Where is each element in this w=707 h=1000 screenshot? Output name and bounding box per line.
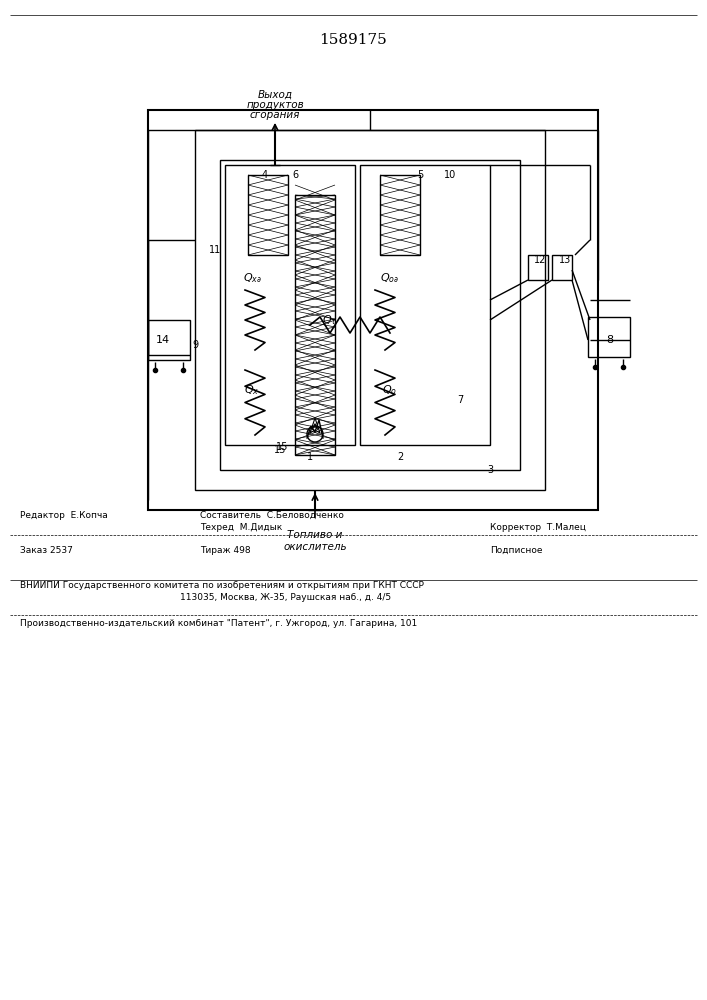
Text: 1589175: 1589175 <box>319 33 387 47</box>
Bar <box>148 110 598 510</box>
Text: $Q_o$: $Q_o$ <box>382 383 397 397</box>
Bar <box>528 255 548 280</box>
Text: Производственно-издательский комбинат "Патент", г. Ужгород, ул. Гагарина, 101: Производственно-издательский комбинат "П… <box>20 619 417 628</box>
Text: 1: 1 <box>307 452 313 462</box>
Text: 8: 8 <box>607 335 614 345</box>
Text: 2: 2 <box>397 452 403 462</box>
Bar <box>148 320 190 360</box>
Text: Редактор  Е.Копча: Редактор Е.Копча <box>20 511 107 520</box>
Text: $Q_{x\partial}$: $Q_{x\partial}$ <box>243 271 262 285</box>
Text: Тираж 498: Тираж 498 <box>200 546 250 555</box>
Text: 11: 11 <box>209 245 221 255</box>
Bar <box>295 195 335 455</box>
Bar <box>380 175 420 255</box>
Text: 15: 15 <box>276 442 288 452</box>
Text: $Q_\tau$: $Q_\tau$ <box>322 313 338 327</box>
Text: сгорания: сгорания <box>250 110 300 120</box>
Text: Корректор  Т.Малец: Корректор Т.Малец <box>490 523 586 532</box>
Text: 10: 10 <box>444 170 456 180</box>
Bar <box>225 165 355 445</box>
Text: 5: 5 <box>417 170 423 180</box>
Text: 3: 3 <box>487 465 493 475</box>
Bar <box>248 175 288 255</box>
Text: 12: 12 <box>534 255 547 265</box>
Text: 15: 15 <box>274 445 286 455</box>
Text: $Q_x$: $Q_x$ <box>245 383 259 397</box>
Text: 13: 13 <box>559 255 571 265</box>
Bar <box>360 165 490 445</box>
Bar <box>588 317 630 357</box>
Text: 14: 14 <box>156 335 170 345</box>
Text: Заказ 2537: Заказ 2537 <box>20 546 73 555</box>
Text: 6: 6 <box>292 170 298 180</box>
Bar <box>195 130 545 490</box>
Text: 113035, Москва, Ж-35, Раушская наб., д. 4/5: 113035, Москва, Ж-35, Раушская наб., д. … <box>180 593 391 602</box>
Text: Подписное: Подписное <box>490 546 542 555</box>
Text: 4: 4 <box>262 170 268 180</box>
Bar <box>552 255 572 280</box>
Text: ВНИИПИ Государственного комитета по изобретениям и открытиям при ГКНТ СССР: ВНИИПИ Государственного комитета по изоб… <box>20 581 424 590</box>
Bar <box>220 160 520 470</box>
Text: Выход: Выход <box>257 90 293 100</box>
Text: Топливо и: Топливо и <box>287 530 343 540</box>
Text: продуктов: продуктов <box>246 100 304 110</box>
Text: 9: 9 <box>192 340 198 350</box>
Text: окислитель: окислитель <box>284 542 347 552</box>
Text: 7: 7 <box>457 395 463 405</box>
Text: $Q_{o\partial}$: $Q_{o\partial}$ <box>380 271 399 285</box>
Text: Техред  М.Дидык: Техред М.Дидык <box>200 523 282 532</box>
Text: Составитель  С.Беловодченко: Составитель С.Беловодченко <box>200 511 344 520</box>
